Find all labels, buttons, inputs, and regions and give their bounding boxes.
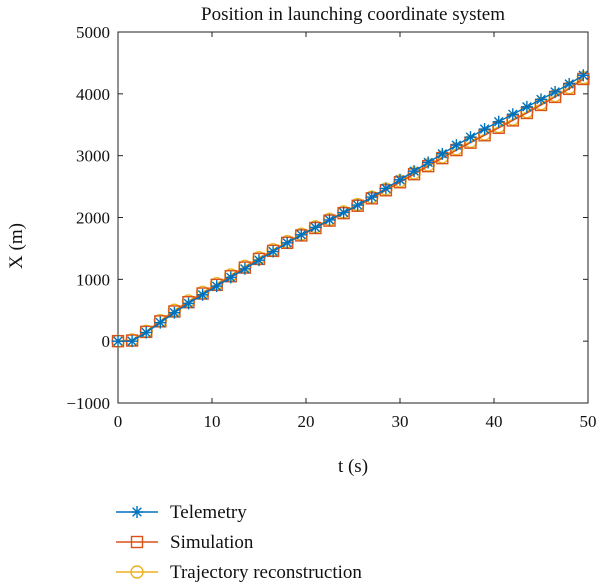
legend-label: Telemetry: [170, 502, 247, 523]
data-point: [520, 100, 533, 113]
data-point: [112, 335, 124, 348]
data-point: [196, 288, 209, 301]
data-point: [182, 297, 195, 310]
x-tick-label: 50: [580, 412, 597, 431]
data-point: [506, 108, 519, 121]
data-point: [436, 147, 449, 160]
data-point: [492, 115, 505, 128]
data-point: [281, 236, 294, 249]
data-point: [450, 139, 463, 152]
legend-marker: [130, 535, 144, 549]
legend-item: Trajectory reconstruction: [116, 562, 362, 583]
legend-label: Simulation: [170, 532, 254, 553]
y-tick-label: 4000: [76, 85, 110, 104]
x-tick-label: 20: [298, 412, 315, 431]
data-point: [365, 191, 378, 204]
data-point: [422, 156, 435, 169]
data-point: [267, 245, 280, 258]
legend-marker: [131, 506, 143, 518]
legend-label: Trajectory reconstruction: [170, 562, 362, 583]
data-point: [394, 173, 406, 186]
legend-item: Telemetry: [116, 502, 247, 523]
data-point: [154, 316, 167, 329]
data-point: [253, 254, 265, 267]
y-tick-label: 3000: [76, 147, 110, 166]
y-tick-label: 1000: [76, 270, 110, 289]
x-tick-label: 0: [114, 412, 123, 431]
data-point: [323, 213, 336, 226]
data-point: [351, 199, 364, 212]
data-point: [140, 326, 153, 339]
x-tick-label: 30: [392, 412, 409, 431]
data-point: [238, 262, 251, 275]
legend-item: Simulation: [116, 532, 254, 553]
data-point: [337, 206, 350, 219]
data-point: [563, 77, 576, 90]
legend: Telemetry Simulation Trajectory reconstruc…: [116, 502, 362, 583]
y-tick-label: 2000: [76, 209, 110, 228]
legend-marker: [130, 565, 144, 579]
data-point: [577, 69, 590, 82]
x-axis-title: t (s): [338, 456, 368, 477]
data-point: [295, 228, 308, 241]
data-point: [535, 93, 547, 106]
x-tick-label: 10: [204, 412, 221, 431]
data-point: [478, 123, 491, 136]
y-tick-label: 0: [102, 332, 111, 351]
data-point: [309, 221, 322, 234]
data-point: [379, 182, 392, 195]
y-tick-label: −1000: [66, 394, 110, 413]
series-line-1: [118, 74, 584, 342]
y-tick-label: 5000: [76, 23, 110, 42]
data-point: [464, 131, 477, 144]
data-point: [126, 335, 139, 348]
data-point: [408, 165, 421, 178]
plot-frame: [117, 31, 589, 404]
chart-title: Position in launching coordinate system: [201, 4, 505, 25]
x-tick-label: 40: [486, 412, 503, 431]
y-axis-title: X (m): [6, 223, 27, 269]
data-point: [210, 280, 223, 293]
data-point: [549, 85, 562, 98]
data-point: [168, 306, 181, 319]
data-point: [224, 271, 237, 284]
